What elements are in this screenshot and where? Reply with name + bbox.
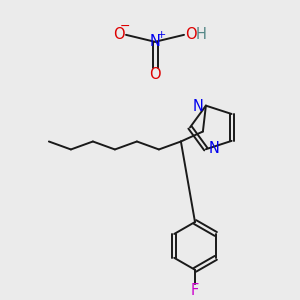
Text: O: O (113, 27, 125, 42)
Text: +: + (156, 30, 166, 40)
Text: N: N (150, 34, 160, 49)
Text: N: N (193, 99, 203, 114)
Text: O: O (149, 67, 161, 82)
Text: H: H (196, 27, 206, 42)
Text: −: − (120, 20, 130, 33)
Text: O: O (185, 27, 197, 42)
Text: F: F (191, 283, 199, 298)
Text: N: N (208, 141, 219, 156)
